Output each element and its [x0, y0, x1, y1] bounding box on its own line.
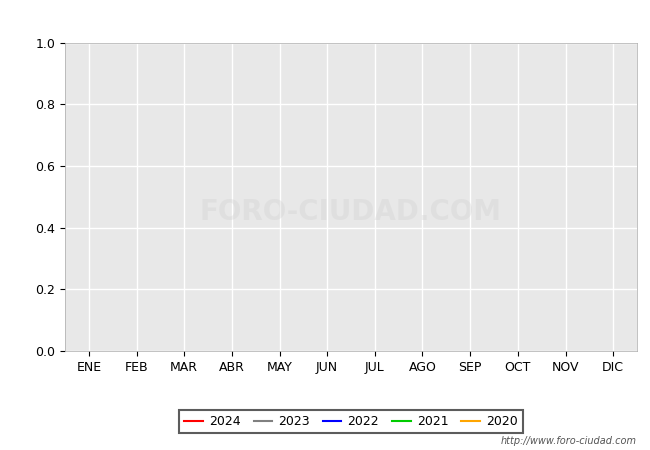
Text: FORO-CIUDAD.COM: FORO-CIUDAD.COM — [200, 198, 502, 226]
Text: Matriculaciones de Vehiculos en Santa María del Val: Matriculaciones de Vehiculos en Santa Ma… — [90, 7, 560, 25]
Text: http://www.foro-ciudad.com: http://www.foro-ciudad.com — [501, 436, 637, 446]
Legend: 2024, 2023, 2022, 2021, 2020: 2024, 2023, 2022, 2021, 2020 — [179, 410, 523, 432]
